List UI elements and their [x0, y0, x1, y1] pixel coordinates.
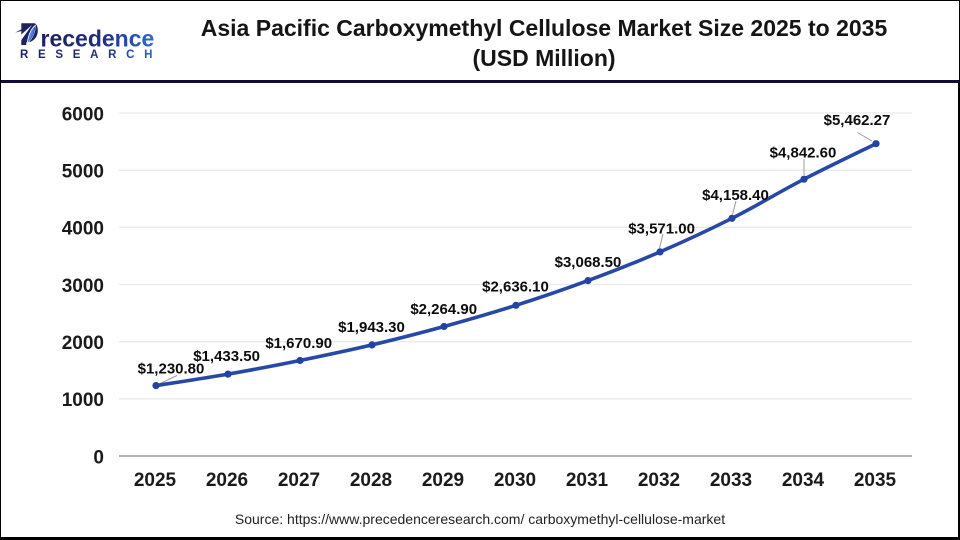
svg-text:$1,943.30: $1,943.30 [338, 319, 405, 336]
svg-text:$2,264.90: $2,264.90 [410, 301, 477, 318]
svg-text:$3,068.50: $3,068.50 [555, 254, 622, 271]
svg-text:$3,571.00: $3,571.00 [628, 220, 695, 237]
svg-text:$1,433.50: $1,433.50 [193, 348, 260, 365]
svg-text:2000: 2000 [62, 333, 104, 354]
svg-text:3000: 3000 [62, 276, 104, 297]
svg-text:2030: 2030 [494, 470, 536, 491]
svg-text:RESEARCH: RESEARCH [20, 49, 162, 61]
svg-text:4000: 4000 [62, 219, 104, 240]
svg-text:$5,462.27: $5,462.27 [824, 112, 891, 129]
svg-text:2035: 2035 [854, 470, 897, 491]
svg-text:6000: 6000 [62, 104, 104, 125]
svg-text:$4,158.40: $4,158.40 [702, 187, 769, 204]
svg-text:5000: 5000 [62, 162, 104, 183]
svg-text:2026: 2026 [206, 470, 248, 491]
svg-text:2033: 2033 [710, 470, 752, 491]
svg-text:2027: 2027 [278, 470, 320, 491]
svg-text:2031: 2031 [566, 470, 609, 491]
svg-text:$1,670.90: $1,670.90 [265, 335, 332, 352]
svg-text:2032: 2032 [638, 470, 680, 491]
svg-text:$4,842.60: $4,842.60 [770, 145, 837, 162]
svg-text:2028: 2028 [350, 470, 392, 491]
svg-text:1000: 1000 [62, 390, 104, 411]
svg-text:$2,636.10: $2,636.10 [482, 279, 549, 296]
svg-text:2029: 2029 [422, 470, 464, 491]
svg-text:2034: 2034 [782, 470, 825, 491]
svg-text:0: 0 [93, 447, 104, 468]
svg-text:recedence: recedence [41, 26, 155, 52]
svg-text:$1,230.80: $1,230.80 [138, 360, 205, 377]
svg-text:2025: 2025 [134, 470, 177, 491]
